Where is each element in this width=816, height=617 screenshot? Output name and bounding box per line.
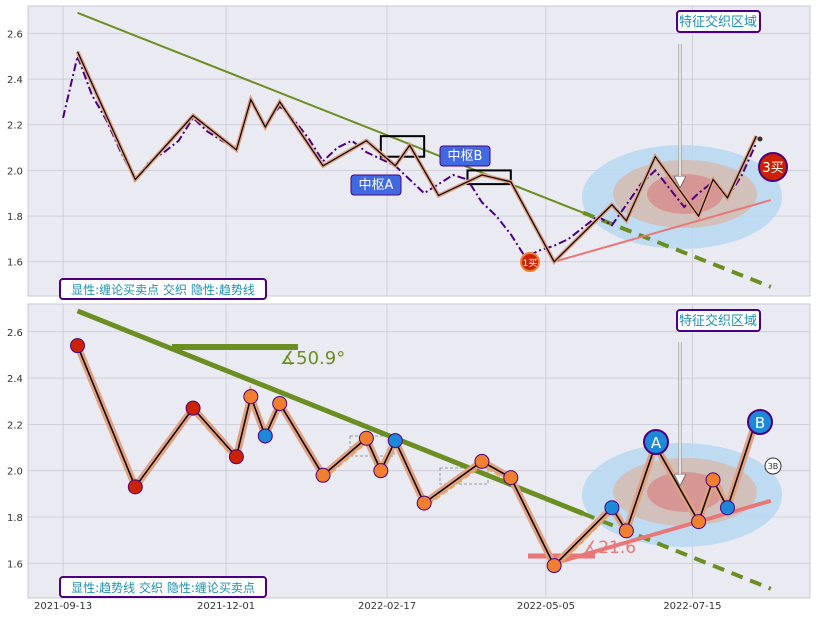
marker-3b-circle [764,457,782,475]
top-support-line [553,199,772,263]
bottom-zone-label-box [676,309,761,332]
bottom-zone-label: 特征交织区域 [676,309,761,332]
letter-marker-a-circle [643,429,669,455]
pivot-label-a: 中枢A [350,174,402,196]
y-tick-label: 1.8 [7,212,23,223]
bottom-legend-label: 显性:趋势线 交织 隐性:缠论买卖点 [59,576,267,598]
top-grid [28,6,810,296]
y-tick-label: 2.2 [7,420,23,431]
marker-3b: 3B [764,457,782,475]
stroke-marker [604,500,620,516]
trendline-solid [76,308,584,516]
x-tick-label: 2022-02-17 [358,601,416,612]
stroke-marker [618,523,634,539]
x-tick-label: 2021-09-13 [34,601,92,612]
bottom-stroke-markers [70,338,735,574]
x-axis: 2021-09-13 2021-12-01 2022-02-17 2022-05-05… [34,601,721,612]
bottom-zone-label-text: 特征交织区域 [679,313,757,329]
bottom-legend-box [59,576,267,598]
pivot-label-a-text: 中枢A [359,178,394,193]
stroke-marker [127,479,143,495]
support-angle-label: ∡21.6 [583,538,636,558]
stroke-marker [691,514,707,530]
buy-point-1-marker: 1买 [520,252,540,272]
stroke-marker [358,430,374,446]
buy-point-1-text: 1买 [523,258,538,269]
y-tick-label: 2.4 [7,75,23,86]
stroke-marker [719,500,735,516]
pivot-label-b: 中枢B [439,145,491,167]
stroke-marker [228,449,244,465]
marker-3b-text: 3B [768,462,779,471]
y-tick-label: 2.6 [7,328,23,339]
stroke-marker [243,389,259,405]
top-zone-label-text: 特征交织区域 [679,14,757,30]
trend-angle-label: ∡50.9° [280,348,345,369]
buy-point-3-text: 3买 [762,161,783,176]
stroke-marker [546,558,562,574]
y-tick-label: 2.6 [7,29,23,40]
bottom-support-line [553,498,772,566]
pivot-label-a-box [350,174,402,196]
bottom-grid [28,304,810,598]
bottom-trendline [76,308,772,591]
top-zone-label-box [676,10,761,33]
stroke-marker-start [70,338,86,354]
stroke-marker [705,472,721,488]
bottom-panel: 1.61.82.02.22.42.6 2021-09-13 2021-12-01 2… [7,303,811,612]
bottom-legend-text: 显性:趋势线 交织 隐性:缠论买卖点 [71,580,255,595]
top-legend-box [59,278,267,300]
stroke-marker [373,463,389,479]
letter-marker-b-text: B [755,414,765,432]
top-price-tip-marker [757,136,763,142]
y-tick-label: 1.6 [7,258,23,269]
trendline-projection [582,210,772,289]
letter-marker-b-circle [747,409,773,435]
trendline-projection [582,511,772,591]
letter-marker-a-text: A [651,434,662,452]
y-tick-label: 1.8 [7,513,23,524]
stroke-marker [185,400,201,416]
buy-point-3-marker: 3买 [758,152,788,182]
stroke-marker [272,396,288,412]
top-legend-label: 显性:缠论买卖点 交织 隐性:趋势线 [59,278,267,300]
stroke-marker [503,470,519,486]
y-tick-label: 2.0 [7,467,23,478]
top-zone-label: 特征交织区域 [676,10,761,33]
stroke-marker [416,495,432,511]
top-y-axis: 1.6 1.8 2.0 2.2 2.4 2.6 [7,29,23,268]
support-line [553,199,772,263]
letter-marker-a: A [643,429,669,455]
y-tick-label: 1.6 [7,559,23,570]
letter-marker-b: B [747,409,773,435]
stroke-marker [474,453,490,469]
pivot-label-b-box [439,145,491,167]
buy-point-1-circle [520,252,540,272]
buy-point-3-circle [758,152,788,182]
x-tick-label: 2021-12-01 [197,601,255,612]
support-line [553,498,772,566]
x-tick-label: 2022-07-15 [663,601,721,612]
pivot-box-b [466,169,512,186]
pivot-label-b-text: 中枢B [448,149,483,164]
top-panel: 1.6 1.8 2.0 2.2 2.4 2.6 中枢A 中枢B 特征交织区域 1买 [7,5,811,300]
x-tick-label: 2022-05-05 [517,601,575,612]
y-tick-label: 2.0 [7,166,23,177]
y-tick-label: 2.2 [7,121,23,132]
stroke-marker [257,428,273,444]
stroke-marker [387,433,403,449]
top-zone-ellipses [582,145,782,249]
top-legend-text: 显性:缠论买卖点 交织 隐性:趋势线 [71,282,255,297]
y-tick-label: 2.4 [7,374,23,385]
bottom-y-axis: 1.6 1.8 2.0 2.2 2.4 2.6 [7,328,23,570]
stroke-marker [315,467,331,483]
